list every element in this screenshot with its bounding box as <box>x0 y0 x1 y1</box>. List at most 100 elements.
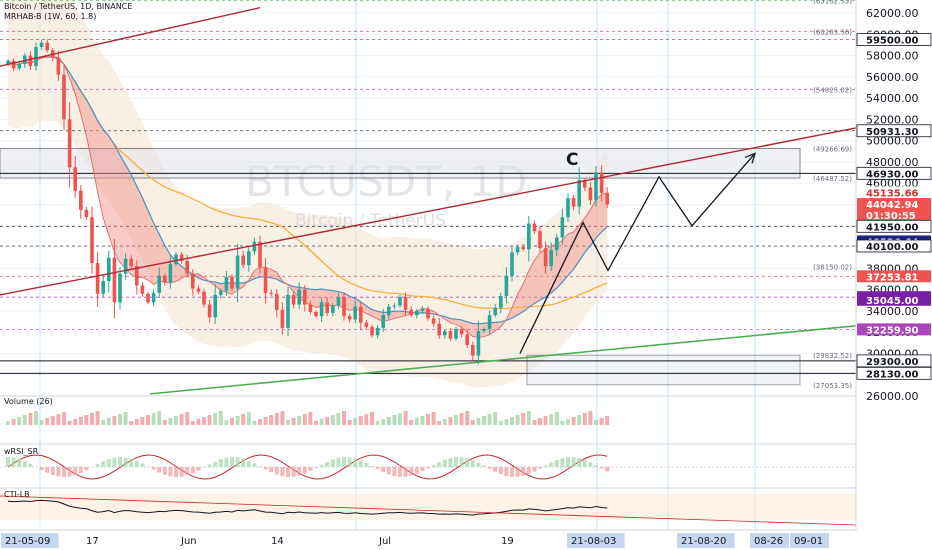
volume-bar <box>342 411 346 425</box>
candle-body <box>213 294 217 318</box>
price-axis-tick: 62000.00 <box>866 7 919 20</box>
volume-bar <box>129 421 134 425</box>
wrsi-bar <box>196 467 201 471</box>
wrsi-bar <box>493 467 498 472</box>
price-axis-tick: 48000.00 <box>866 156 919 169</box>
volume-bar <box>370 412 374 425</box>
volume-bar <box>504 419 509 425</box>
wrsi-bar <box>22 461 27 467</box>
price-tag-label: 41950.00 <box>866 222 919 233</box>
x-axis-tick: 08-26 <box>754 536 783 547</box>
price-tag-box <box>857 186 931 199</box>
wrsi-bar <box>476 462 481 467</box>
volume-bar <box>28 413 33 425</box>
price-tag-label: 46930.00 <box>866 169 919 180</box>
support-trend-line <box>149 324 857 395</box>
wrsi-bar <box>487 467 492 469</box>
wrsi-bar <box>577 458 582 467</box>
wrsi-bar <box>386 467 391 475</box>
candle-body <box>431 318 436 324</box>
candle-body <box>202 291 206 305</box>
wrsi-bar <box>174 467 178 477</box>
price-tag-box <box>856 166 932 180</box>
volume-bar <box>302 414 307 425</box>
volume-bar <box>319 419 324 425</box>
candle-body <box>269 292 273 294</box>
volume-bar <box>84 415 89 425</box>
candle-body <box>465 334 469 345</box>
level-label: (46487.52) <box>813 175 852 183</box>
wrsi-bar <box>50 467 55 476</box>
volume-bar <box>448 417 453 425</box>
volume-bar <box>67 421 72 425</box>
volume-bar <box>157 411 162 425</box>
volume-bar <box>526 411 531 425</box>
volume-bar <box>179 414 184 425</box>
candle-body <box>56 57 61 75</box>
volume-bar <box>213 413 218 425</box>
wrsi-bar <box>235 457 240 467</box>
volume-bar <box>336 413 341 425</box>
candle-body <box>191 273 195 289</box>
price-tag-box <box>856 124 932 138</box>
volume-bar <box>22 415 27 425</box>
candle-body <box>112 257 117 303</box>
candle-body <box>39 42 44 48</box>
candle-body <box>163 275 167 283</box>
candle-body <box>140 285 145 294</box>
wrsi-pane-label: wRSI_SR <box>4 447 39 456</box>
wrsi-bar <box>224 457 229 467</box>
wrsi-bar <box>414 467 419 474</box>
wrsi-bar <box>67 467 72 477</box>
wrsi-bar <box>571 457 576 467</box>
volume-bar <box>39 420 44 425</box>
wrsi-bar <box>185 467 190 476</box>
wrsi-bar <box>95 464 100 467</box>
candle-body <box>79 190 83 210</box>
candle-body <box>353 306 357 320</box>
price-axis-tick: 52000.00 <box>866 113 919 126</box>
candle-body <box>179 254 184 261</box>
candle-body <box>219 290 223 295</box>
volume-bar <box>174 416 178 425</box>
wrsi-bar <box>258 466 262 467</box>
volume-bar <box>17 417 22 425</box>
wrsi-bar <box>459 457 464 467</box>
candle-body <box>443 331 447 336</box>
price-axis-tick: 26000.00 <box>866 390 919 403</box>
candle-body <box>515 247 520 253</box>
wrsi-bar <box>504 467 509 476</box>
candle-body <box>45 42 49 51</box>
candle-body <box>107 257 111 282</box>
candle-body <box>297 289 301 305</box>
indicator-header: MRHAB-B (1W, 60, 1.8) <box>4 12 96 21</box>
wrsi-bar <box>101 461 106 467</box>
wrsi-bar <box>325 461 330 467</box>
candle-body <box>241 255 245 266</box>
volume-bar <box>258 419 262 425</box>
volume-bar <box>202 417 206 425</box>
candle-body <box>543 248 548 267</box>
wrsi-bar <box>106 459 111 467</box>
wrsi-bar <box>442 459 447 467</box>
wrsi-bar <box>375 467 380 470</box>
wrsi-bar <box>605 467 610 472</box>
wrsi-bar <box>543 465 548 467</box>
wrsi-bar <box>157 467 162 473</box>
x-axis-tick: 17 <box>86 536 99 547</box>
wrsi-bar <box>302 467 307 474</box>
wrsi-bar <box>330 459 335 467</box>
price-tag-label: 32259.90 <box>866 325 919 336</box>
volume-bar <box>95 411 100 425</box>
volume-bar <box>431 412 436 425</box>
wrsi-bar <box>353 458 358 467</box>
volume-bar <box>577 415 582 425</box>
candle-body <box>364 322 369 327</box>
candle-body <box>521 247 525 250</box>
price-tag-label: 28130.00 <box>866 369 919 380</box>
ma-fast-line <box>7 55 608 338</box>
candle-body <box>325 302 329 314</box>
wrsi-bar <box>437 462 442 467</box>
